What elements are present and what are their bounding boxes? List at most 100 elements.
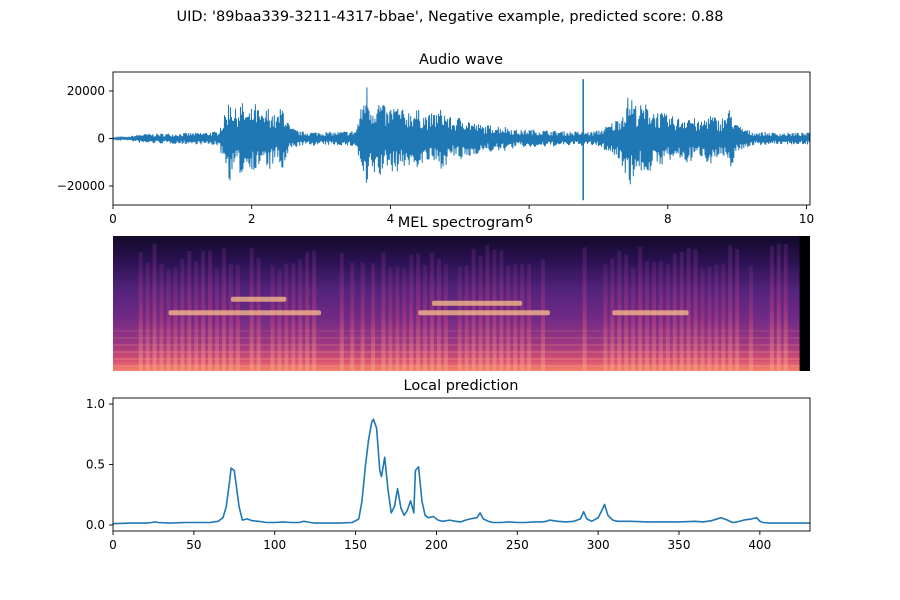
mel-burst [776,243,781,371]
mel-burst [638,247,643,371]
audio-wave-line [113,87,810,185]
local-prediction-line [113,418,810,525]
mel-burst [457,266,462,371]
local-prediction-xtick-label: 350 [668,538,691,552]
local-prediction-xtick-label: 250 [506,538,529,552]
mel-burst [783,243,788,371]
mel-burst [464,265,469,371]
audio-wave-xtick-label: 8 [664,212,672,226]
mel-burst [485,244,490,371]
local-prediction-ytick-label: 1.0 [86,397,105,411]
audio-wave-xtick-label: 4 [387,212,395,226]
mel-formant [432,300,523,306]
mel-burst [610,258,615,371]
audio-wave-ytick-label: −20000 [57,179,105,193]
mel-formant [418,310,550,316]
mel-burst [749,266,754,371]
mel-burst [728,245,733,371]
mel-burst [381,252,386,371]
audio-wave-ytick-label: 0 [97,132,105,146]
mel-burst [173,268,178,371]
audio-wave-xtick-label: 0 [109,212,117,226]
mel-burst [371,263,376,371]
mel-burst [693,248,698,371]
local-prediction-ytick-label: 0.5 [86,458,105,472]
mel-burst [215,268,220,371]
mel-burst [700,268,705,371]
mel-burst [658,260,663,371]
mel-burst [631,267,636,371]
local-prediction-y-axis: 0.0 0.5 1.0 [86,397,113,532]
mel-burst [769,246,774,371]
mel-burst [471,249,476,371]
mel-burst [249,247,254,371]
local-prediction-xtick-label: 0 [109,538,117,552]
mel-burst [513,264,518,371]
local-prediction-xtick-label: 400 [748,538,771,552]
mel-burst [221,248,226,371]
audio-wave-y-axis: −20000 0 20000 [57,84,113,193]
mel-burst [395,266,400,371]
mel-burst [735,249,740,371]
mel-burst [277,269,282,371]
mel-burst [284,263,289,371]
mel-burst [152,243,157,371]
mel-burst [721,263,726,371]
audio-wave-xtick-label: 10 [799,212,814,226]
local-prediction-xtick-label: 300 [587,538,610,552]
mel-burst [582,247,587,371]
local-prediction-xtick-label: 200 [425,538,448,552]
mel-burst [665,264,670,371]
audio-wave-ytick-label: 20000 [67,84,105,98]
mel-burst [166,269,171,371]
local-prediction-xtick-label: 150 [344,538,367,552]
mel-burst [145,262,150,371]
local-prediction-title: Local prediction [404,378,519,394]
mel-formant [168,310,322,316]
audio-wave-panel: Audio wave 0 2 4 6 8 10 −20000 0 20000 [57,52,814,226]
mel-burst [402,268,407,371]
mel-formant [230,296,287,302]
audio-wave-xtick-label: 6 [525,212,533,226]
audio-wave-xtick-label: 2 [248,212,256,226]
mel-burst [603,264,608,371]
local-prediction-frame [112,397,811,532]
mel-burst [443,264,448,371]
mel-burst [527,264,532,371]
local-prediction-xtick-label: 50 [186,538,201,552]
mel-burst [651,262,656,371]
mel-burst [235,264,240,371]
local-prediction-plot [113,418,810,525]
mel-burst [707,266,712,371]
figure-suptitle: UID: '89baa339-3211-4317-bbae', Negative… [176,9,724,25]
mel-burst [686,248,691,371]
local-prediction-xtick-label: 100 [263,538,286,552]
mel-burst [520,264,525,371]
mel-burst [388,267,393,371]
mel-burst [714,264,719,371]
local-prediction-panel: Local prediction 0 50 100 150 200 250 300 350 40… [86,378,811,552]
mel-burst [138,252,143,371]
mel-burst [360,262,365,371]
mel-spectrogram-image [113,236,810,371]
mel-burst [194,261,199,371]
mel-silence [799,236,810,371]
mel-burst [291,263,296,371]
mel-spectrogram-panel: MEL spectrogram [113,215,810,371]
mel-burst [270,265,275,371]
mel-burst [350,262,355,371]
audio-wave-x-axis: 0 2 4 6 8 10 [109,205,814,226]
mel-formant [612,310,689,316]
mel-spectrogram-title: MEL spectrogram [398,215,524,231]
audio-wave-plot [113,79,810,201]
mel-burst [228,264,233,371]
mel-burst [159,263,164,371]
mel-burst [423,264,428,371]
audio-wave-title: Audio wave [419,52,503,68]
mel-burst [339,252,344,371]
local-prediction-ytick-label: 0.0 [86,518,105,532]
mel-burst [409,254,414,371]
mel-burst [506,265,511,371]
mel-burst [645,261,650,371]
